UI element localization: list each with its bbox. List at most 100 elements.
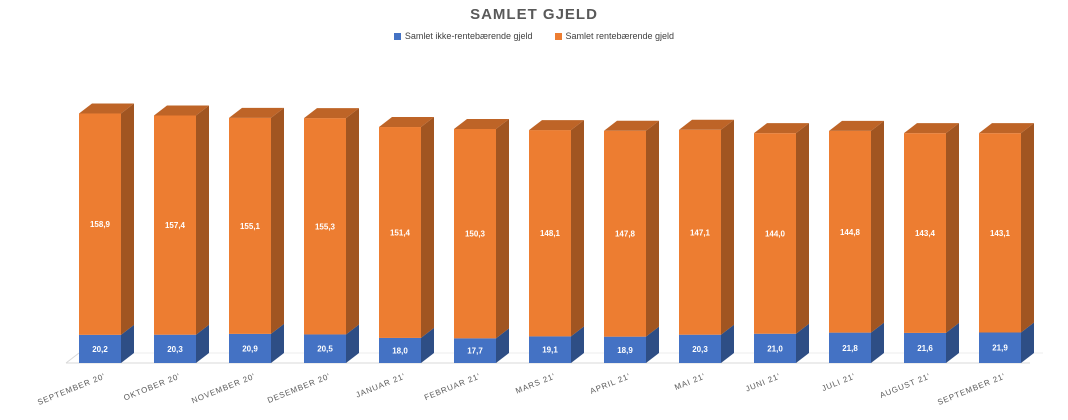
bar-front-ikke-rentebaerende <box>379 337 421 363</box>
bar-top-rentebaerende <box>754 123 809 134</box>
bar-front-rentebaerende <box>979 133 1021 333</box>
bar-side-rentebaerende <box>796 123 809 334</box>
bar-top-rentebaerende <box>829 120 884 131</box>
data-label-ikke-rentebaerende: 20,3 <box>692 345 708 354</box>
bar-side-ikke-rentebaerende <box>646 326 659 363</box>
bar-front-ikke-rentebaerende <box>754 333 796 363</box>
bar-side-rentebaerende <box>871 120 884 333</box>
bar-top-rentebaerende <box>904 123 959 134</box>
bar-side-rentebaerende <box>646 120 659 337</box>
chart-title: SAMLET GJELD <box>470 6 598 23</box>
data-label-ikke-rentebaerende: 21,0 <box>767 344 783 353</box>
data-label-ikke-rentebaerende: 18,0 <box>392 346 408 355</box>
bar-front-ikke-rentebaerende <box>979 332 1021 363</box>
bar-side-rentebaerende <box>571 120 584 337</box>
legend-entry-rentebaerende: Samlet rentebærende gjeld <box>554 31 674 41</box>
x-tick-label: JULI 21' <box>820 372 856 394</box>
bar-front-rentebaerende <box>304 118 346 335</box>
bar-front-ikke-rentebaerende <box>679 334 721 363</box>
data-label-rentebaerende: 143,1 <box>990 229 1011 238</box>
bar-top-rentebaerende <box>304 108 359 119</box>
data-label-rentebaerende: 157,4 <box>165 221 186 230</box>
bar-top-rentebaerende <box>604 120 659 131</box>
data-label-rentebaerende: 147,1 <box>690 228 711 237</box>
bar-front-ikke-rentebaerende <box>304 334 346 363</box>
bar-front-ikke-rentebaerende <box>904 332 946 363</box>
data-label-ikke-rentebaerende: 21,9 <box>992 344 1008 353</box>
data-label-ikke-rentebaerende: 20,3 <box>167 345 183 354</box>
chart-legend: Samlet ikke-rentebærende gjeld Samlet re… <box>0 31 1068 41</box>
bar-side-rentebaerende <box>1021 123 1034 333</box>
bar-side-ikke-rentebaerende <box>721 324 734 363</box>
x-tick-label: NOVEMBER 20' <box>190 372 256 406</box>
data-label-rentebaerende: 148,1 <box>540 229 561 238</box>
bar-top-rentebaerende <box>229 107 284 118</box>
bar-top-rentebaerende <box>79 103 134 114</box>
bar-side-ikke-rentebaerende <box>571 326 584 363</box>
bar-front-ikke-rentebaerende <box>229 333 271 363</box>
x-tick-label: DESEMBER 20' <box>266 372 332 406</box>
bar-front-ikke-rentebaerende <box>454 338 496 363</box>
bar-side-rentebaerende <box>721 119 734 335</box>
legend-swatch-rentebaerende <box>554 32 562 40</box>
bar-side-rentebaerende <box>346 108 359 335</box>
bar-front-ikke-rentebaerende <box>529 336 571 363</box>
bar-front-rentebaerende <box>829 130 871 333</box>
data-label-ikke-rentebaerende: 21,8 <box>842 344 858 353</box>
bar-side-ikke-rentebaerende <box>796 323 809 363</box>
bar-side-ikke-rentebaerende <box>946 322 959 363</box>
data-label-ikke-rentebaerende: 20,5 <box>317 345 333 354</box>
bar-side-rentebaerende <box>496 118 509 339</box>
bar-side-rentebaerende <box>421 117 434 338</box>
bar-front-ikke-rentebaerende <box>604 336 646 363</box>
bar-side-rentebaerende <box>196 105 209 335</box>
bar-top-rentebaerende <box>454 118 509 129</box>
bar-side-rentebaerende <box>271 107 284 334</box>
bar-front-rentebaerende <box>79 113 121 335</box>
bar-front-rentebaerende <box>154 115 196 335</box>
data-label-ikke-rentebaerende: 17,7 <box>467 347 483 356</box>
bar-side-ikke-rentebaerende <box>1021 322 1034 363</box>
bar-front-rentebaerende <box>904 133 946 333</box>
bar-top-rentebaerende <box>529 120 584 131</box>
data-label-rentebaerende: 143,4 <box>915 229 936 238</box>
data-label-ikke-rentebaerende: 20,2 <box>92 345 108 354</box>
x-tick-label: MAI 21' <box>673 372 706 393</box>
x-tick-label: MARS 21' <box>514 372 556 396</box>
bar-front-rentebaerende <box>604 130 646 337</box>
x-tick-label: JANUAR 21' <box>355 372 407 400</box>
legend-entry-ikke-rentebaerende: Samlet ikke-rentebærende gjeld <box>393 31 533 41</box>
data-label-ikke-rentebaerende: 20,9 <box>242 344 258 353</box>
bar-front-rentebaerende <box>454 128 496 339</box>
data-label-rentebaerende: 155,3 <box>315 222 336 231</box>
data-label-rentebaerende: 144,0 <box>765 229 786 238</box>
x-tick-label: APRIL 21' <box>589 372 632 396</box>
bar-side-ikke-rentebaerende <box>121 324 134 363</box>
bar-top-rentebaerende <box>379 117 434 128</box>
bar-front-ikke-rentebaerende <box>154 334 196 363</box>
bar-front-rentebaerende <box>679 129 721 335</box>
bar-front-rentebaerende <box>229 117 271 334</box>
bar-side-ikke-rentebaerende <box>496 328 509 363</box>
bar-front-ikke-rentebaerende <box>79 334 121 363</box>
bar-side-ikke-rentebaerende <box>871 322 884 363</box>
bar-top-rentebaerende <box>154 105 209 116</box>
x-tick-label: FEBRUAR 21' <box>423 372 482 403</box>
legend-label-ikke-rentebaerende: Samlet ikke-rentebærende gjeld <box>404 31 533 41</box>
x-tick-label: OKTOBER 20' <box>122 372 181 403</box>
x-tick-label: JUNI 21' <box>744 372 782 394</box>
data-label-rentebaerende: 150,3 <box>465 230 486 239</box>
data-label-rentebaerende: 155,1 <box>240 222 261 231</box>
legend-swatch-ikke-rentebaerende <box>393 32 401 40</box>
bar-top-rentebaerende <box>979 123 1034 134</box>
bar-front-ikke-rentebaerende <box>829 332 871 363</box>
data-label-rentebaerende: 147,8 <box>615 230 636 239</box>
bar-side-rentebaerende <box>121 103 134 335</box>
bar-top-rentebaerende <box>679 119 734 130</box>
bar-front-rentebaerende <box>754 133 796 334</box>
bar-side-rentebaerende <box>946 123 959 333</box>
data-label-rentebaerende: 151,4 <box>390 228 411 237</box>
data-label-ikke-rentebaerende: 18,9 <box>617 346 633 355</box>
bar-front-rentebaerende <box>529 130 571 337</box>
